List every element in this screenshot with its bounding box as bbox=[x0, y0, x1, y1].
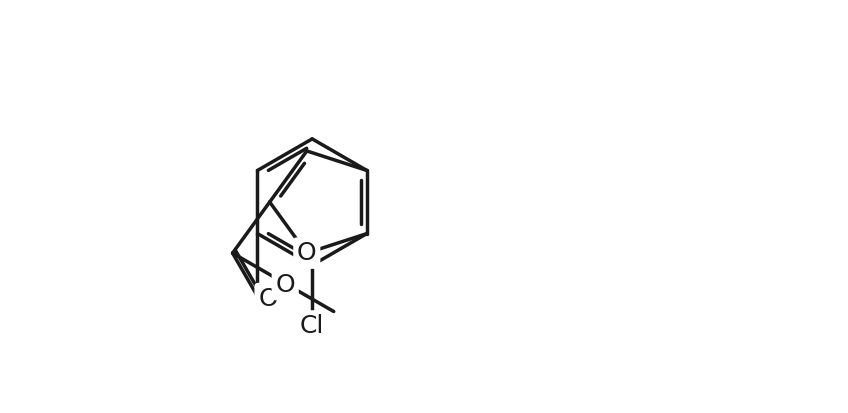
Text: Cl: Cl bbox=[300, 314, 324, 338]
Text: O: O bbox=[297, 241, 316, 265]
Text: O: O bbox=[276, 273, 295, 297]
Text: O: O bbox=[258, 287, 278, 311]
